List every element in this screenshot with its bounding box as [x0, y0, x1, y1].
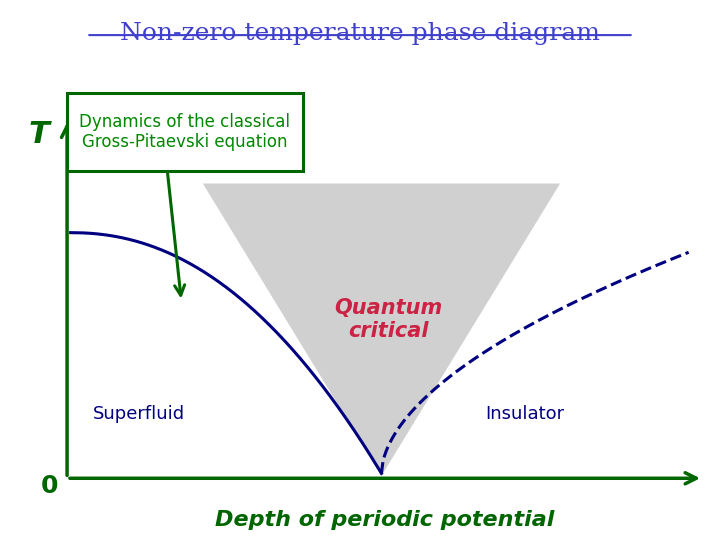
- Text: Dynamics of the classical
Gross-Pitaevski equation: Dynamics of the classical Gross-Pitaevsk…: [79, 112, 290, 151]
- Text: Insulator: Insulator: [485, 406, 564, 423]
- Text: Quantum
critical: Quantum critical: [335, 298, 443, 341]
- Text: Superfluid: Superfluid: [92, 406, 184, 423]
- Polygon shape: [203, 184, 560, 476]
- Text: T: T: [28, 120, 49, 149]
- Text: Depth of periodic potential: Depth of periodic potential: [215, 510, 554, 530]
- FancyBboxPatch shape: [67, 93, 303, 171]
- Text: 0: 0: [40, 474, 58, 498]
- Text: Non-zero temperature phase diagram: Non-zero temperature phase diagram: [120, 22, 600, 45]
